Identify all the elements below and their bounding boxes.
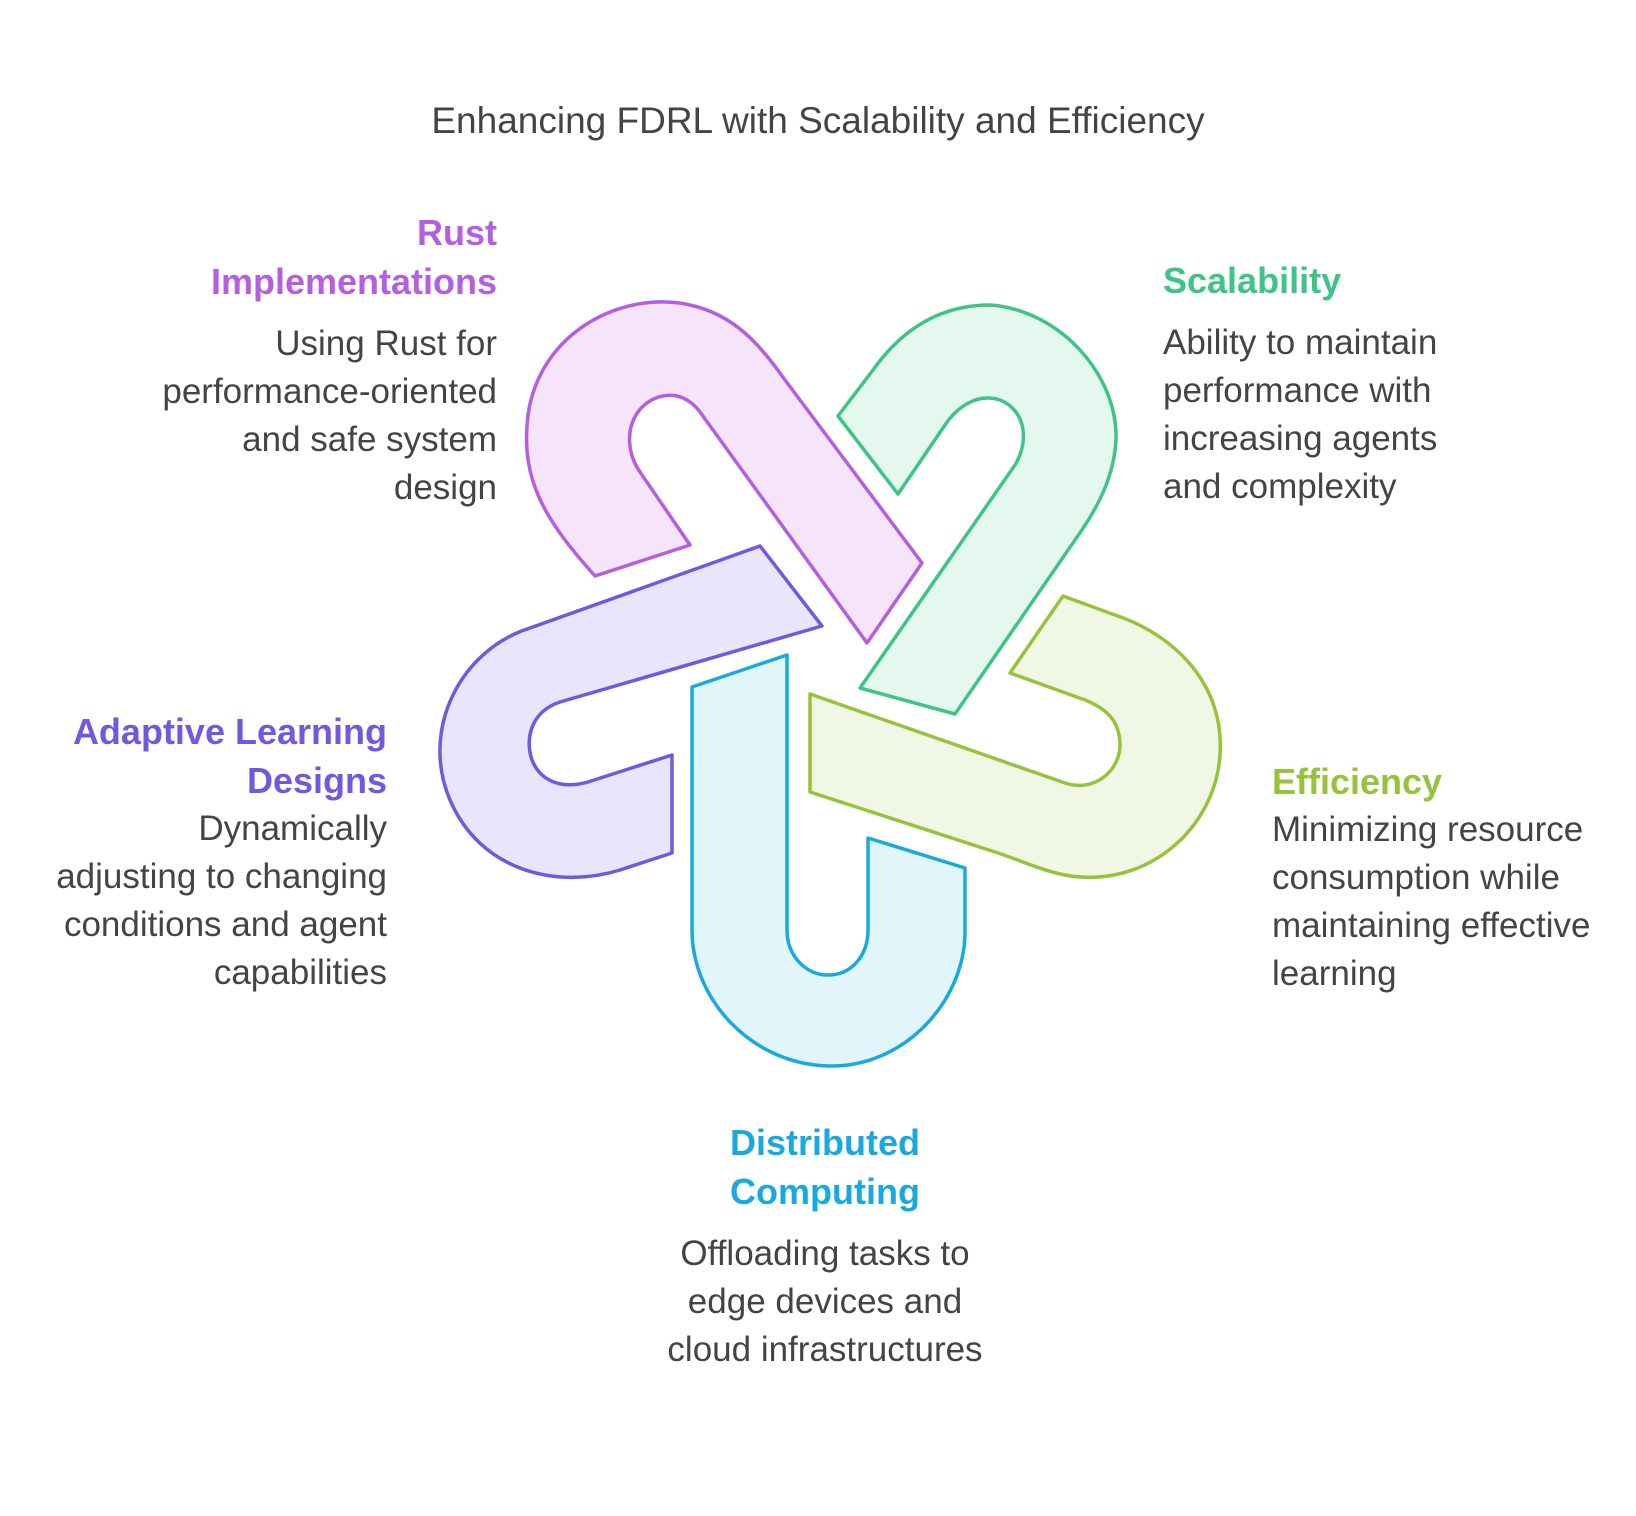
item-heading: Scalability <box>1163 260 1342 301</box>
link-scalability <box>836 303 1118 716</box>
link-distributed-computing <box>690 653 967 1068</box>
link-adaptive-learning <box>438 544 824 880</box>
item-heading: Distributed Computing <box>729 1122 920 1212</box>
link-rust-implementations <box>524 300 924 645</box>
item-heading: Adaptive Learning Designs <box>72 711 387 801</box>
item-distributed-computing: Distributed Computing Offloading tasks t… <box>665 1118 985 1374</box>
item-rust-implementations: Rust Implementations Using Rust for perf… <box>140 208 497 512</box>
item-description: Ability to maintain performance with inc… <box>1163 323 1438 506</box>
item-efficiency: Efficiency Minimizing resource consumpti… <box>1272 757 1627 998</box>
item-description: Offloading tasks to edge devices and clo… <box>667 1234 983 1369</box>
item-adaptive-learning: Adaptive Learning Designs Dynamically ad… <box>50 707 387 997</box>
item-description: Minimizing resource consumption while ma… <box>1272 810 1591 993</box>
diagram-title: Enhancing FDRL with Scalability and Effi… <box>431 100 1205 141</box>
item-heading: Rust Implementations <box>210 212 497 302</box>
link-efficiency <box>808 594 1223 879</box>
item-scalability: Scalability Ability to maintain performa… <box>1163 256 1503 511</box>
item-description: Using Rust for performance-oriented and … <box>162 324 497 507</box>
item-description: Dynamically adjusting to changing condit… <box>56 809 387 992</box>
item-heading: Efficiency <box>1272 761 1443 802</box>
